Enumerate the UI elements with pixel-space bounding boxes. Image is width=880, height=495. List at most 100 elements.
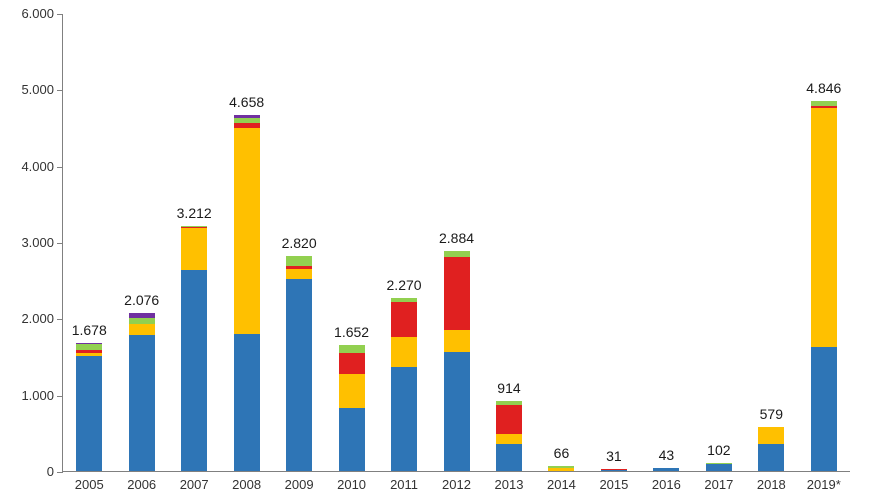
bar-group: 43 2016 xyxy=(640,14,692,492)
y-axis-tick-label: 6.000 xyxy=(21,6,54,21)
bar-segment-yellow xyxy=(338,374,365,409)
bar-segment-red xyxy=(495,405,522,435)
stacked-bar xyxy=(128,312,155,471)
bar-value-label: 579 xyxy=(759,405,784,422)
bar-segment-blue xyxy=(338,408,365,471)
stacked-bar xyxy=(181,225,208,471)
bar-segment-blue xyxy=(76,355,103,471)
bar-segment-blue xyxy=(705,463,732,471)
bar-segment-yellow xyxy=(286,268,313,279)
stacked-bar xyxy=(76,342,103,471)
stacked-bar xyxy=(548,465,575,471)
bar-value-label: 2.884 xyxy=(438,229,475,246)
bar-segment-red xyxy=(338,353,365,375)
x-axis-label: 2012 xyxy=(442,477,471,492)
bar-columns: 1.678 2005 2.076 2006 3.212 2007 4.658 2008 2.82… xyxy=(63,14,850,492)
bar-value-label: 3.212 xyxy=(176,204,212,221)
y-axis-tick xyxy=(57,395,63,397)
stacked-bar xyxy=(758,426,785,471)
bar-segment-blue xyxy=(286,278,313,471)
bar-group: 2.884 2012 xyxy=(430,14,482,492)
bar-value-label: 31 xyxy=(606,447,622,464)
bar-segment-yellow xyxy=(758,426,785,444)
bar-segment-blue xyxy=(758,443,785,471)
bar-segment-blue xyxy=(810,347,837,471)
y-axis-tick xyxy=(57,243,63,244)
bar-group: 2.270 2011 xyxy=(378,14,430,492)
bar-value-label: 1.678 xyxy=(71,321,107,338)
bar-group: 1.678 2005 xyxy=(63,14,115,492)
bar-group: 102 2017 xyxy=(693,14,745,492)
bar-value-label: 102 xyxy=(707,442,731,459)
bar-group: 31 2015 xyxy=(588,14,640,492)
x-axis-label: 2008 xyxy=(232,477,262,492)
bar-segment-blue xyxy=(181,270,208,471)
bar-group: 1.652 2010 xyxy=(325,14,377,492)
y-axis-tick xyxy=(57,319,63,321)
bar-segment-yellow xyxy=(181,228,208,271)
bar-segment-purple xyxy=(128,312,155,318)
bar-group: 914 2013 xyxy=(483,14,535,492)
bar-segment-blue xyxy=(443,351,470,471)
y-axis-tick xyxy=(57,90,63,92)
x-axis-label: 2018 xyxy=(756,477,786,492)
stacked-bar xyxy=(233,115,260,471)
bar-segment-green xyxy=(128,317,155,324)
bar-segment-green xyxy=(286,255,313,267)
bar-value-label: 4.846 xyxy=(806,80,842,97)
bar-value-label: 66 xyxy=(553,444,570,461)
bar-segment-yellow xyxy=(548,467,575,471)
x-axis-label: 2011 xyxy=(390,477,419,492)
bar-segment-purple xyxy=(76,342,103,345)
bar-segment-green xyxy=(338,344,365,354)
y-axis-tick-label: 3.000 xyxy=(21,235,54,250)
x-axis-label: 2013 xyxy=(494,477,524,492)
bar-segment-yellow xyxy=(391,336,418,368)
bar-segment-red xyxy=(181,226,208,229)
bar-segment-green xyxy=(233,118,260,123)
y-axis-tick xyxy=(57,472,63,473)
bar-group: 2.820 2009 xyxy=(273,14,325,492)
y-axis-tick-label: 1.000 xyxy=(21,387,54,403)
bar-segment-blue xyxy=(233,334,260,471)
bar-segment-yellow xyxy=(495,434,522,445)
bar-segment-green xyxy=(391,297,418,302)
bar-segment-yellow xyxy=(76,353,103,356)
stacked-bar xyxy=(810,101,837,471)
bar-group: 2.076 2006 xyxy=(115,14,167,492)
bar-segment-green xyxy=(495,401,522,406)
bar-segment-green xyxy=(548,465,575,468)
bar-segment-green xyxy=(810,101,837,107)
bar-segment-green xyxy=(443,250,470,257)
y-axis-labels: 6.000 5.000 4.000 3.000 2.000 1.000 0 xyxy=(0,6,54,479)
y-axis-tick xyxy=(57,14,63,15)
bar-segment-red xyxy=(286,266,313,269)
bar-segment-red xyxy=(233,122,260,128)
bar-value-label: 2.076 xyxy=(124,291,160,308)
x-axis-label: 2019* xyxy=(806,477,841,492)
bar-value-label: 914 xyxy=(497,380,521,397)
bar-value-label: 1.652 xyxy=(334,323,370,340)
bar-group: 66 2014 xyxy=(535,14,587,492)
bar-segment-red xyxy=(810,106,837,109)
bar-segment-blue xyxy=(391,367,418,471)
y-axis-tick-label: 4.000 xyxy=(21,158,54,174)
bar-segment-blue xyxy=(495,444,522,471)
stacked-bar xyxy=(653,467,680,471)
bar-value-label: 4.658 xyxy=(229,94,265,111)
bar-segment-green xyxy=(76,344,103,351)
stacked-bar xyxy=(705,463,732,471)
x-axis-label: 2006 xyxy=(127,477,157,492)
bar-segment-yellow xyxy=(443,329,470,352)
stacked-bar xyxy=(338,344,365,471)
bar-segment-red xyxy=(76,350,103,354)
y-axis-tick-label: 5.000 xyxy=(21,82,54,98)
bar-segment-blue xyxy=(600,470,627,471)
bar-segment-blue xyxy=(653,467,680,471)
x-axis-label: 2005 xyxy=(74,477,104,492)
x-axis-label: 2017 xyxy=(704,477,734,492)
bar-group: 4.658 2008 xyxy=(220,14,272,492)
bar-segment-yellow xyxy=(233,127,260,335)
y-axis-tick-label: 0 xyxy=(46,464,54,479)
